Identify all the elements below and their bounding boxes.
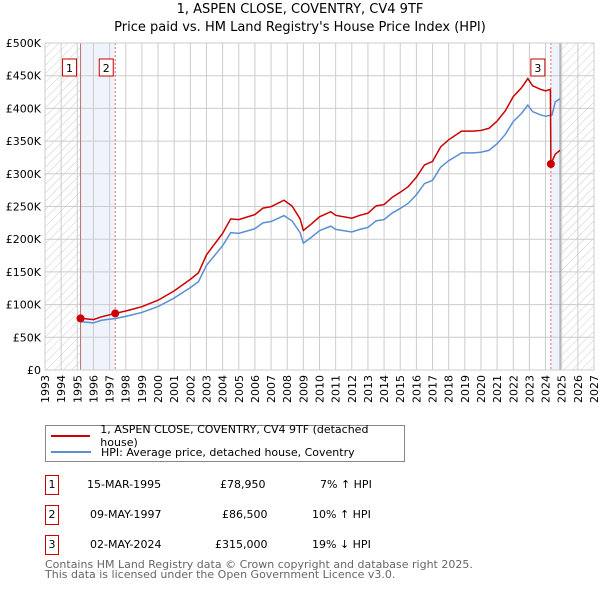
x-tick-label: 2002 xyxy=(184,375,197,403)
x-tick-label: 2019 xyxy=(459,375,472,403)
x-tick-label: 2023 xyxy=(523,375,536,403)
sale-point xyxy=(111,309,120,318)
x-tick-label: 2004 xyxy=(217,375,230,403)
x-tick-label: 2014 xyxy=(378,375,391,403)
y-tick-label: £100K xyxy=(6,299,42,312)
plot-area: 1993 1994 1995 1996 1997 1998 1999 2000 2001 2002… xyxy=(6,37,600,403)
sale-row: 1 15-MAR-1995 £78,950 7% ↑ HPI xyxy=(45,475,445,495)
x-tick-label: 1998 xyxy=(120,375,133,403)
y-tick-label: £400K xyxy=(6,102,42,115)
sale-point xyxy=(76,314,85,323)
y-tick-label: £50K xyxy=(13,331,42,344)
sale-label: 2 xyxy=(103,62,110,75)
property-price-line xyxy=(80,77,561,321)
y-tick-label: £0 xyxy=(27,364,41,377)
x-tick-label: 1997 xyxy=(104,375,117,403)
x-tick-label: 2000 xyxy=(152,375,165,403)
chart-subtitle: Price paid vs. HM Land Registry's House … xyxy=(114,20,486,35)
x-tick-label: 2018 xyxy=(443,375,456,403)
x-tick-label: 2017 xyxy=(427,375,440,403)
legend-item-property: 1, ASPEN CLOSE, COVENTRY, CV4 9TF (detac… xyxy=(46,423,404,449)
legend-item-hpi: HPI: Average price, detached house, Cove… xyxy=(46,444,355,460)
footer: Contains HM Land Registry data © Crown c… xyxy=(45,558,473,581)
x-tick-label: 2015 xyxy=(394,375,407,403)
sale-row: 3 02-MAY-2024 £315,000 19% ↓ HPI xyxy=(45,535,445,555)
sale-label: 1 xyxy=(66,62,73,75)
y-tick-label: £500K xyxy=(6,37,42,50)
y-tick-label: £450K xyxy=(6,70,42,83)
y-tick-label: £300K xyxy=(6,168,42,181)
x-tick-label: 2027 xyxy=(588,375,600,403)
x-tick-label: 2016 xyxy=(410,375,423,403)
sale-row: 2 09-MAY-1997 £86,500 10% ↑ HPI xyxy=(45,505,445,525)
x-tick-label: 2024 xyxy=(540,375,553,403)
x-tick-label: 2021 xyxy=(491,375,504,403)
chart-title: 1, ASPEN CLOSE, COVENTRY, CV4 9TF xyxy=(176,2,424,17)
x-tick-label: 2026 xyxy=(572,375,585,403)
x-tick-label: 2010 xyxy=(314,375,327,403)
sale-label: 3 xyxy=(534,62,541,75)
x-tick-label: 2005 xyxy=(233,375,246,403)
y-tick-label: £200K xyxy=(6,233,42,246)
x-tick-label: 1995 xyxy=(71,375,84,403)
x-tick-label: 1996 xyxy=(87,375,100,403)
y-tick-label: £350K xyxy=(6,135,42,148)
sale-label-box xyxy=(530,58,546,77)
plot-border xyxy=(44,42,595,371)
x-tick-label: 1994 xyxy=(55,375,68,403)
x-tick-label: 2009 xyxy=(297,375,310,403)
legend: 1, ASPEN CLOSE, COVENTRY, CV4 9TF (detac… xyxy=(45,423,405,462)
x-tick-label: 2011 xyxy=(330,375,343,403)
hpi-line xyxy=(80,97,561,324)
x-tick-label: 2022 xyxy=(507,375,520,403)
x-tick-label: 1999 xyxy=(136,375,149,403)
sale-label-box xyxy=(62,58,78,77)
y-tick-label: £150K xyxy=(6,266,42,279)
sale-label-box xyxy=(98,58,114,77)
x-tick-label: 2001 xyxy=(168,375,181,403)
x-tick-label: 2020 xyxy=(475,375,488,403)
x-tick-label: 2013 xyxy=(362,375,375,403)
x-tick-label: 2006 xyxy=(249,375,262,403)
sale-point xyxy=(546,159,555,168)
x-tick-label: 2008 xyxy=(281,375,294,403)
x-tick-label: 2025 xyxy=(556,375,569,403)
x-tick-label: 2012 xyxy=(346,375,359,403)
y-tick-label: £250K xyxy=(6,201,42,214)
x-tick-label: 2007 xyxy=(265,375,278,403)
x-tick-label: 1993 xyxy=(39,375,52,403)
x-tick-label: 2003 xyxy=(200,375,213,403)
